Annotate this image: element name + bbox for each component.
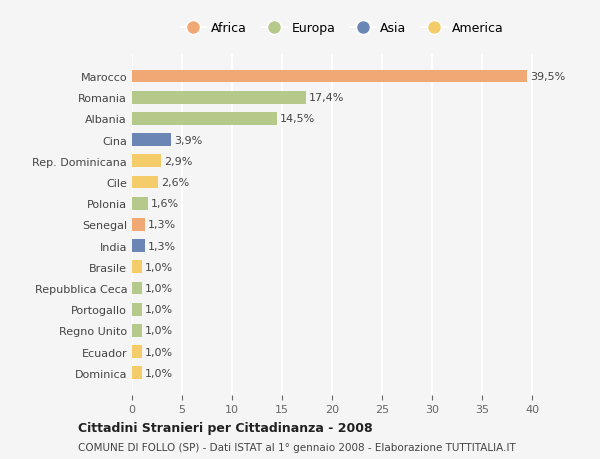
Bar — [132, 71, 527, 83]
Bar — [132, 282, 142, 295]
Text: 14,5%: 14,5% — [280, 114, 315, 124]
Text: 1,0%: 1,0% — [145, 304, 173, 314]
Text: 3,9%: 3,9% — [174, 135, 202, 146]
Text: 2,9%: 2,9% — [164, 157, 193, 167]
Bar — [132, 113, 277, 125]
Bar — [132, 367, 142, 379]
Legend: Africa, Europa, Asia, America: Africa, Europa, Asia, America — [176, 17, 508, 40]
Bar — [132, 155, 161, 168]
Text: 2,6%: 2,6% — [161, 178, 189, 188]
Bar — [132, 197, 148, 210]
Bar — [132, 218, 145, 231]
Bar — [132, 261, 142, 274]
Bar — [132, 303, 142, 316]
Text: 1,3%: 1,3% — [148, 220, 176, 230]
Bar — [132, 240, 145, 252]
Text: 39,5%: 39,5% — [530, 72, 565, 82]
Bar — [132, 92, 306, 104]
Bar — [132, 325, 142, 337]
Text: 1,0%: 1,0% — [145, 347, 173, 357]
Bar — [132, 134, 171, 147]
Bar — [132, 176, 158, 189]
Text: 1,3%: 1,3% — [148, 241, 176, 251]
Text: Cittadini Stranieri per Cittadinanza - 2008: Cittadini Stranieri per Cittadinanza - 2… — [78, 421, 373, 435]
Text: COMUNE DI FOLLO (SP) - Dati ISTAT al 1° gennaio 2008 - Elaborazione TUTTITALIA.I: COMUNE DI FOLLO (SP) - Dati ISTAT al 1° … — [78, 442, 516, 452]
Bar — [132, 346, 142, 358]
Text: 17,4%: 17,4% — [309, 93, 344, 103]
Text: 1,0%: 1,0% — [145, 326, 173, 336]
Text: 1,0%: 1,0% — [145, 283, 173, 293]
Text: 1,6%: 1,6% — [151, 199, 179, 209]
Text: 1,0%: 1,0% — [145, 368, 173, 378]
Text: 1,0%: 1,0% — [145, 262, 173, 272]
